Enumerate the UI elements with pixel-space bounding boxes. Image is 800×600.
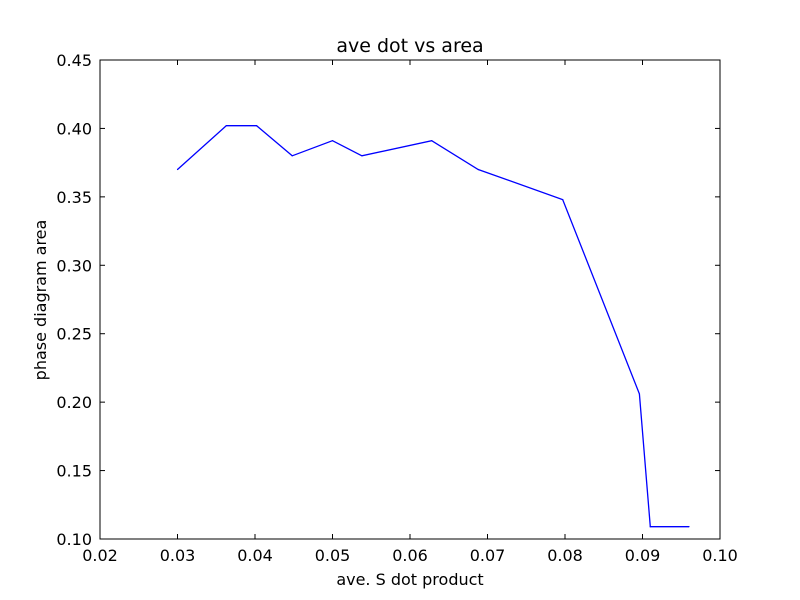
- x-tick-label: 0.07: [470, 546, 506, 565]
- data-point: [176, 168, 179, 171]
- series-line-0: [177, 125, 689, 528]
- y-tick-label: 0.45: [56, 51, 92, 70]
- data-point: [225, 125, 227, 127]
- y-axis-label: phase diagram area: [31, 220, 50, 381]
- plot-frame: [99, 59, 721, 540]
- x-tick-label: 0.09: [625, 546, 661, 565]
- x-axis-label: ave. S dot product: [336, 570, 483, 589]
- data-point: [331, 140, 334, 142]
- data-point: [291, 155, 293, 157]
- x-tick-label: 0.02: [82, 546, 118, 565]
- x-tick-label: 0.06: [392, 546, 428, 565]
- data-point: [638, 393, 641, 395]
- data-point: [649, 526, 651, 528]
- data-point: [361, 155, 363, 157]
- x-tick-label: 0.08: [547, 546, 583, 565]
- data-point: [562, 198, 564, 201]
- y-tick-label: 0.15: [56, 462, 92, 481]
- y-tick-label: 0.40: [56, 119, 92, 138]
- data-point: [477, 168, 479, 171]
- data-point: [431, 140, 433, 142]
- y-tick-label: 0.35: [56, 188, 92, 207]
- chart-title: ave dot vs area: [336, 35, 483, 57]
- x-tick-label: 0.10: [702, 546, 738, 565]
- y-tick-label: 0.30: [56, 256, 92, 275]
- x-tick-label: 0.04: [237, 546, 273, 565]
- x-tick-label: 0.03: [160, 546, 196, 565]
- y-tick-label: 0.10: [56, 530, 92, 549]
- x-tick-label: 0.05: [315, 546, 351, 565]
- data-point: [688, 526, 690, 528]
- y-tick-label: 0.20: [56, 393, 92, 412]
- y-tick-label: 0.25: [56, 325, 92, 344]
- data-point: [255, 125, 258, 127]
